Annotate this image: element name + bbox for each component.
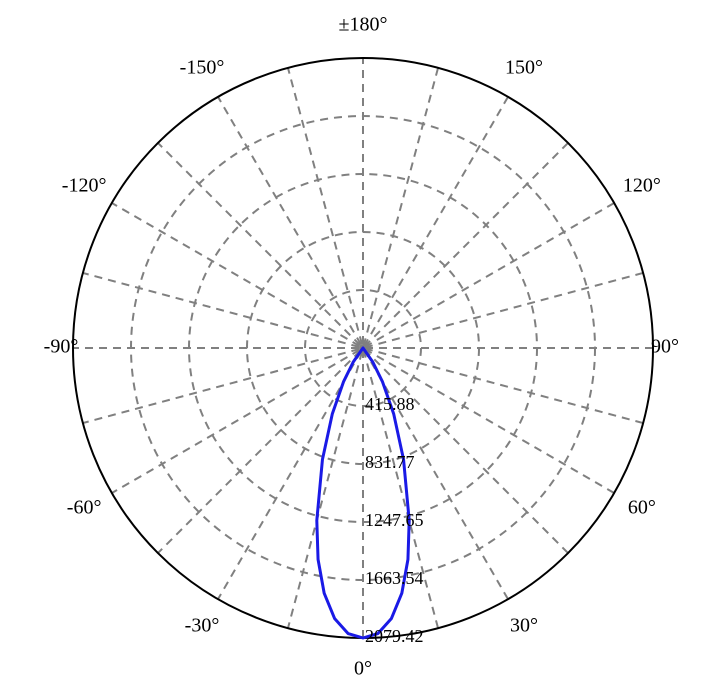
angle-label: 150° — [505, 57, 543, 79]
angle-label: -120° — [62, 175, 107, 197]
angle-label: -90° — [44, 336, 79, 358]
angle-label: ±180° — [339, 14, 388, 36]
angle-label: 90° — [651, 336, 679, 358]
angle-label: -150° — [180, 57, 225, 79]
angle-label: 0° — [354, 658, 372, 680]
radial-tick-label: 2079.42 — [365, 626, 424, 646]
polar-chart: ±180° 150° 120° 90° 60° 30° 0° -30° -60° -90° -120… — [0, 0, 726, 696]
radial-tick-label: 1663.54 — [365, 568, 424, 588]
angle-label: -30° — [185, 614, 220, 636]
angle-label: -60° — [67, 497, 102, 519]
radial-tick-label: 1247.65 — [365, 510, 424, 530]
angle-label: 60° — [628, 497, 656, 519]
angle-label: 120° — [623, 175, 661, 197]
radial-tick-label: 415.88 — [365, 394, 415, 414]
radial-tick-label: 831.77 — [365, 452, 415, 472]
angle-label: 30° — [510, 614, 538, 636]
